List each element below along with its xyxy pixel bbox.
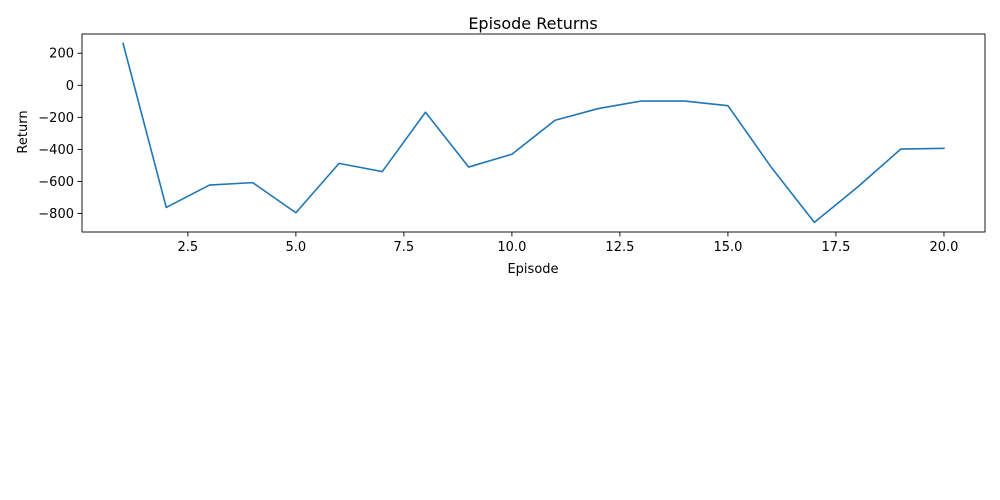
plot-area: 2.5 5.0 7.5 10.0 12.5 15.0 17.5 20.0 −800 −600 −40… — [38, 33, 986, 255]
y-tick-label: −200 — [38, 111, 74, 126]
y-axis-label: Return — [16, 110, 31, 153]
y-tick-label: −600 — [38, 175, 74, 190]
x-tick-label: 10.0 — [497, 240, 526, 255]
x-tick-label: 2.5 — [178, 240, 199, 255]
y-tick-label: 0 — [66, 79, 74, 94]
x-tick-label: 5.0 — [286, 240, 307, 255]
x-tick-label: 7.5 — [394, 240, 415, 255]
series-line-0 — [122, 42, 945, 224]
plot-frame — [81, 33, 986, 233]
x-tick-label: 20.0 — [929, 240, 958, 255]
x-tick-label: 12.5 — [605, 240, 634, 255]
x-tick-label: 17.5 — [821, 240, 850, 255]
y-tick-label: −800 — [38, 207, 74, 222]
chart-title: Episode Returns — [468, 14, 597, 33]
y-tick-label: −400 — [38, 143, 74, 158]
y-tick-label: 200 — [49, 47, 74, 62]
x-axis-label: Episode — [507, 262, 558, 277]
x-tick-label: 15.0 — [713, 240, 742, 255]
